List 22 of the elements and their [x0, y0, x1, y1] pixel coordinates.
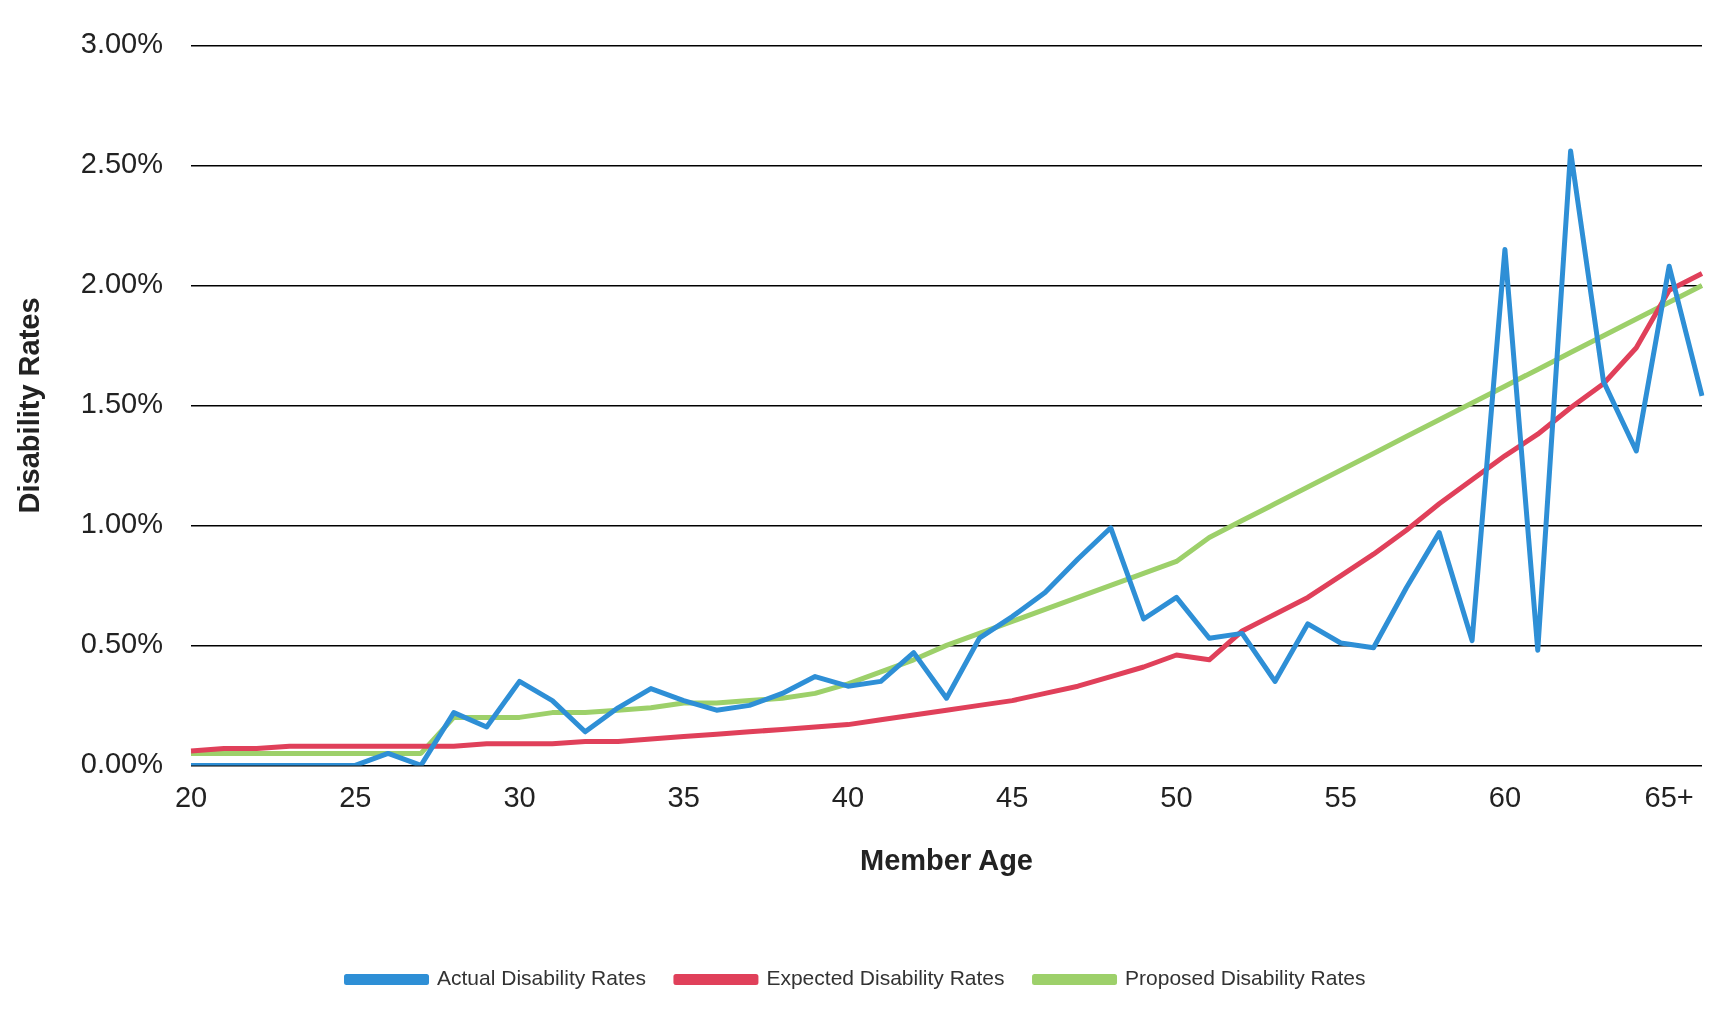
y-tick-label: 3.00%	[80, 27, 164, 60]
y-tick-label: 0.00%	[80, 747, 164, 780]
x-tick-label: 35	[667, 780, 700, 813]
legend-label: Proposed Disability Rates	[1125, 966, 1366, 990]
y-axis-title: Disability Rates	[13, 297, 46, 514]
legend-label: Actual Disability Rates	[437, 966, 646, 990]
x-tick-label: 40	[831, 780, 865, 813]
y-tick-label: 1.00%	[80, 507, 164, 540]
x-tick-label: 55	[1324, 780, 1357, 813]
x-tick-label: 50	[1160, 780, 1193, 813]
legend-label: Expected Disability Rates	[766, 966, 1005, 990]
x-tick-label: 65+	[1644, 780, 1694, 813]
x-axis-title: Member Age	[860, 843, 1033, 876]
y-tick-label: 2.50%	[80, 147, 164, 180]
x-tick-label: 60	[1488, 780, 1522, 813]
x-tick-label: 20	[174, 780, 208, 813]
y-tick-label: 2.00%	[80, 267, 164, 300]
y-tick-label: 0.50%	[80, 627, 164, 660]
x-tick-label: 45	[996, 780, 1029, 813]
x-tick-label: 25	[339, 780, 372, 813]
x-tick-label: 30	[503, 780, 536, 813]
y-tick-label: 1.50%	[80, 387, 164, 420]
